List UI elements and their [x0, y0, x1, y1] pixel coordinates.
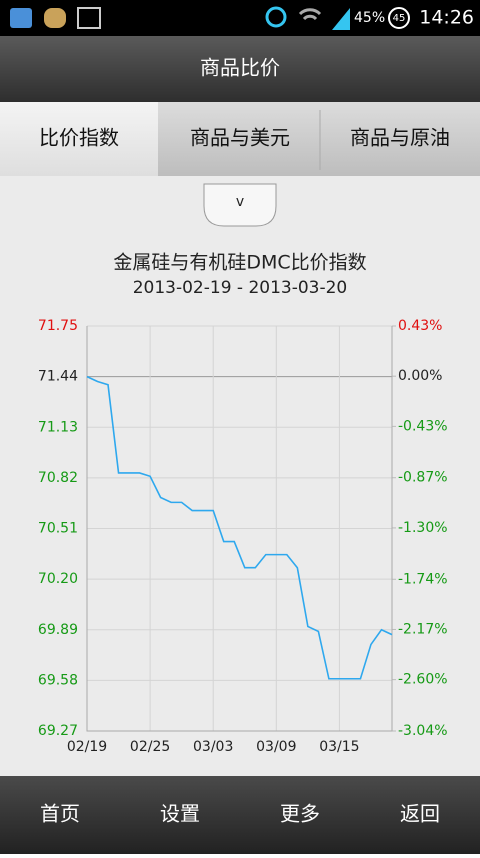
- dropdown-label[interactable]: v: [236, 194, 244, 210]
- y-tick-label: 69.27: [38, 723, 78, 739]
- header-title: 商品比价: [200, 56, 280, 80]
- line: [86, 375, 393, 680]
- nav-item[interactable]: 设置: [160, 802, 200, 826]
- chart-title: 金属硅与有机硅DMC比价指数: [113, 252, 366, 274]
- y2-tick-label: -2.60%: [398, 672, 448, 688]
- status-bar: [0, 0, 480, 36]
- x-tick-label: 03/09: [256, 739, 296, 755]
- badge-ring: [388, 7, 410, 29]
- y2-tick-label: -2.17%: [398, 621, 448, 637]
- y2-tick-label: 0.00%: [398, 368, 442, 384]
- header: [0, 36, 480, 102]
- tab-selected[interactable]: [0, 102, 158, 176]
- tab[interactable]: 比价指数: [39, 126, 119, 150]
- y-tick-label: 70.82: [38, 470, 78, 486]
- battery: 45%: [354, 10, 385, 26]
- clock: 14:26: [419, 7, 474, 29]
- y-tick-label: 69.58: [38, 672, 78, 688]
- nav-item[interactable]: 更多: [280, 802, 320, 826]
- axis: [86, 326, 393, 732]
- y2-tick-label: -0.87%: [398, 470, 448, 486]
- icon: [77, 7, 101, 29]
- icon: [265, 6, 287, 28]
- dropdown-button[interactable]: [203, 183, 277, 227]
- x-tick-label: 03/03: [193, 739, 233, 755]
- y-tick-label: 69.89: [38, 622, 78, 638]
- icon: [332, 8, 350, 30]
- y2-tick-label: -1.30%: [398, 520, 448, 536]
- y-tick-label: 70.51: [38, 521, 78, 537]
- x-tick-label: 03/15: [319, 739, 359, 755]
- icon: [10, 8, 32, 28]
- y-tick-label: 70.20: [38, 571, 78, 587]
- y2-tick-label: -0.43%: [398, 418, 448, 434]
- y-tick-label: 71.44: [38, 369, 78, 385]
- tab[interactable]: 商品与原油: [350, 126, 450, 150]
- badge: 45: [393, 13, 406, 24]
- tab[interactable]: 商品与美元: [190, 126, 290, 150]
- x-tick-label: 02/19: [67, 739, 107, 755]
- icon: [44, 8, 66, 28]
- plot: 71.75 71.44 71.13 70.82 70.51 70.20 69.89 69.58…: [38, 318, 448, 755]
- nav-item[interactable]: 返回: [400, 802, 440, 826]
- y-tick-label: 71.13: [38, 419, 78, 435]
- icon: [298, 8, 322, 21]
- y2-tick-label: 0.43%: [398, 318, 442, 334]
- chart-subtitle: 2013-02-19 - 2013-03-20: [133, 278, 348, 298]
- x-tick-label: 02/25: [130, 739, 170, 755]
- y2-tick-label: -3.04%: [398, 723, 448, 739]
- y2-tick-label: -1.74%: [398, 571, 448, 587]
- nav-bar: [0, 776, 480, 854]
- nav-item[interactable]: 首页: [40, 802, 80, 826]
- y-tick-label: 71.75: [38, 318, 78, 334]
